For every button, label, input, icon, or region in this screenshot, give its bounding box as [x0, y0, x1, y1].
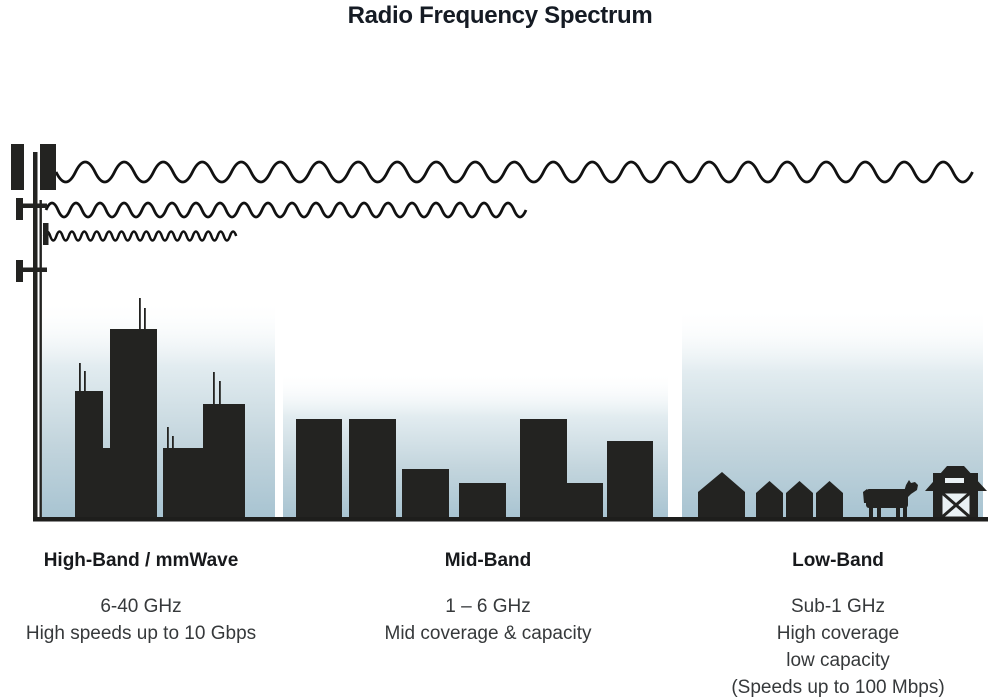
high-band-heading: High-Band / mmWave [43, 550, 239, 571]
short-wavelength-wave-icon [42, 230, 238, 242]
low-band-speed: (Speeds up to 100 Mbps) [731, 677, 945, 698]
high-band-label: High-Band / mmWave 6-40 GHz High speeds … [26, 550, 256, 647]
farm-houses-icon [698, 466, 987, 520]
high-band-frequency: 6-40 GHz [100, 596, 182, 617]
low-band-heading: Low-Band [792, 550, 884, 571]
high-band-description: High speeds up to 10 Gbps [25, 623, 257, 644]
ground-line [33, 517, 988, 522]
mid-band-heading: Mid-Band [444, 550, 532, 571]
mid-band-description: Mid coverage & capacity [384, 623, 592, 644]
low-band-coverage: High coverage [776, 623, 900, 644]
cell-tower-icon [11, 144, 56, 521]
diagram-title: Radio Frequency Spectrum [347, 2, 653, 29]
long-wavelength-wave-icon [54, 160, 974, 184]
mid-band-label: Mid-Band 1 – 6 GHz Mid coverage & capaci… [385, 550, 592, 647]
medium-wavelength-wave-icon [44, 201, 528, 219]
low-band-frequency: Sub-1 GHz [791, 596, 885, 617]
low-band-capacity: low capacity [786, 650, 890, 671]
barn-icon [925, 466, 987, 520]
mid-band-frequency: 1 – 6 GHz [445, 596, 531, 617]
suburban-buildings-icon [296, 419, 653, 520]
radio-waves [42, 160, 974, 242]
city-skyline-icon [75, 298, 245, 520]
low-band-label: Low-Band Sub-1 GHz High coverage low cap… [731, 550, 944, 700]
cow-icon [863, 480, 918, 519]
